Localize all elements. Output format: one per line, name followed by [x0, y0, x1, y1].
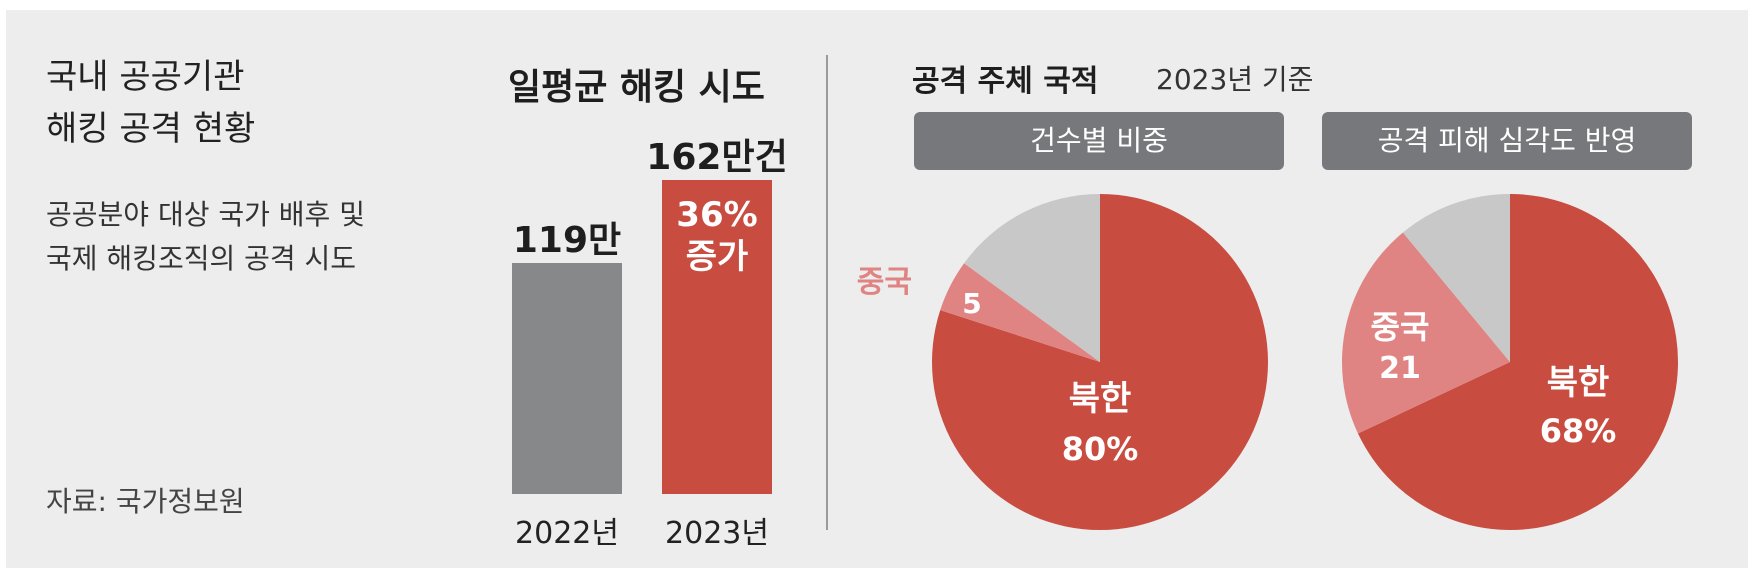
section-divider	[826, 55, 828, 530]
pie2-slice-0	[1357, 194, 1678, 530]
bar-1	[662, 180, 772, 494]
pie-section-title: 공격 주체 국적	[912, 64, 1099, 99]
pie2-slice-2	[1402, 194, 1510, 362]
subtitle-line1: 공공분야 대상 국가 배후 및	[46, 198, 365, 231]
pie2-tag: 공격 피해 심각도 반영	[1322, 112, 1692, 170]
pie1-label-north-korea: 북한	[1069, 379, 1132, 419]
pie1-label-china: 중국	[857, 265, 912, 300]
pie1-value-china: 5	[962, 287, 981, 320]
bar-value-label-0: 119만	[512, 220, 622, 262]
bar-0	[512, 263, 622, 494]
bar-value-label-1: 162만건	[646, 137, 788, 178]
source-note: 자료: 국가정보원	[46, 485, 245, 518]
pie1-tag: 건수별 비중	[914, 112, 1284, 170]
pie2-label-china: 중국	[1371, 308, 1430, 346]
bar-chart-title: 일평균 해킹 시도	[508, 67, 765, 108]
increase-annotation-line1: 36%	[676, 195, 758, 235]
pie2-value-north-korea: 68%	[1540, 412, 1617, 450]
pie2-label-north-korea: 북한	[1547, 363, 1610, 403]
page-title-line2: 해킹 공격 현황	[46, 109, 256, 149]
bar-category-label-0: 2022년	[515, 516, 619, 551]
pie2-slice-1	[1341, 232, 1510, 434]
bar-category-label-1: 2023년	[665, 516, 769, 551]
subtitle-line2: 국제 해킹조직의 공격 시도	[46, 242, 357, 275]
increase-annotation-line2: 증가	[685, 237, 749, 277]
increase-annotation: 36% 증가	[662, 194, 772, 278]
pie2-value-china: 21	[1379, 351, 1421, 386]
page-title-line1: 국내 공공기관	[46, 57, 245, 97]
pie1-value-north-korea: 80%	[1062, 430, 1139, 468]
pie1-slice-1	[940, 263, 1100, 362]
pie1-slice-2	[964, 194, 1100, 362]
pie-section-note: 2023년 기준	[1156, 63, 1314, 96]
